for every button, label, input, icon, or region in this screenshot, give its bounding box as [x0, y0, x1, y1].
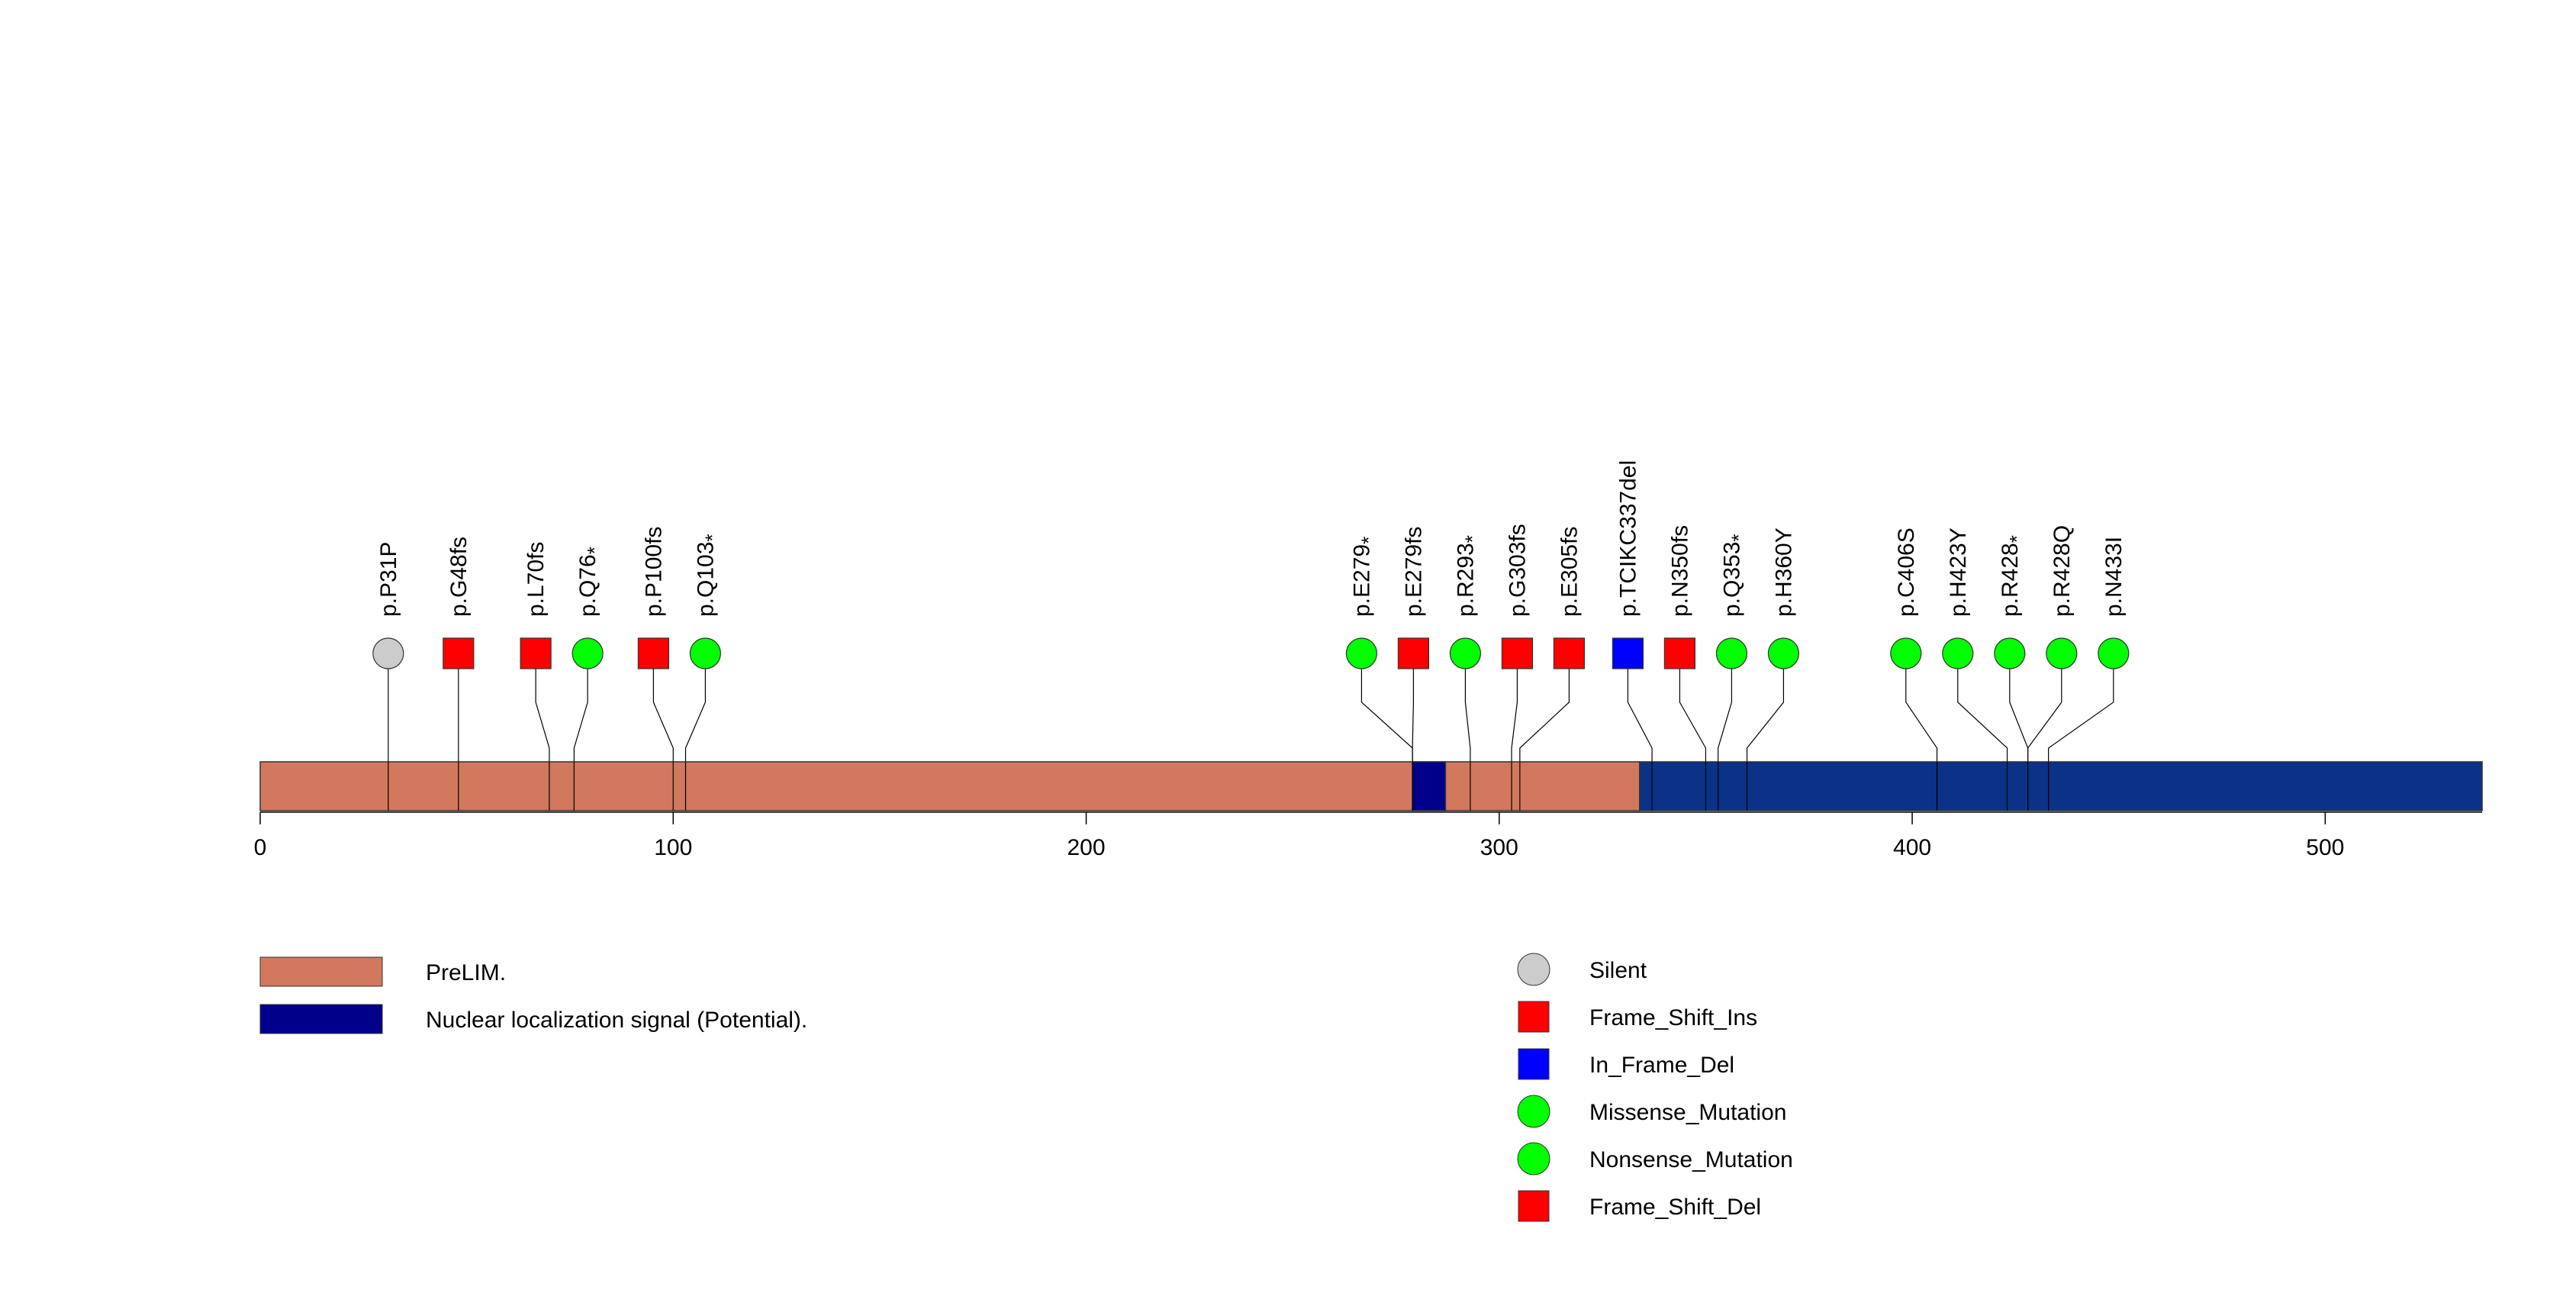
mutation-label: p.L70fs — [523, 542, 549, 617]
domain-legend-label: PreLIM. — [426, 960, 506, 985]
mutation-marker[interactable] — [372, 637, 404, 669]
mutation-labels: p.P31P p.G48fs p.L70fs p.Q76* p.P100fs p.Q103… — [376, 460, 2127, 617]
mutation-markers — [372, 637, 2130, 669]
domain-legend: PreLIM. Nuclear localization signal (Pote… — [259, 956, 807, 1034]
mutation-legend-label: Nonsense_Mutation — [1589, 1147, 1793, 1172]
x-tick-label: 0 — [254, 835, 267, 860]
nonsense-asterisk: * — [1460, 535, 1483, 543]
mutation-marker[interactable] — [1345, 637, 1378, 669]
domain-legend-swatch — [259, 1004, 383, 1034]
mutation-label: p.P100fs — [641, 527, 666, 617]
x-tick-label: 100 — [654, 835, 692, 860]
x-tick-label: 300 — [1480, 835, 1518, 860]
mutation-marker[interactable] — [689, 637, 721, 669]
mutation-label: p.R428Q — [2050, 525, 2075, 617]
domain-bar — [259, 761, 1641, 811]
domain-bar — [1412, 761, 1447, 811]
mutation-legend-label: Frame_Shift_Del — [1589, 1195, 1761, 1220]
mutation-legend-label: In_Frame_Del — [1589, 1053, 1734, 1078]
mutation-marker[interactable] — [1767, 637, 1800, 669]
mutation-marker[interactable] — [520, 637, 552, 669]
mutation-marker[interactable] — [572, 637, 604, 669]
nonsense-asterisk: * — [1357, 537, 1380, 544]
mutation-legend-symbol — [1518, 1001, 1550, 1033]
x-tick-label: 500 — [2306, 835, 2344, 860]
mutation-label: p.E279fs — [1401, 527, 1426, 617]
mutation-marker[interactable] — [637, 637, 669, 669]
mutation-label: p.E305fs — [1557, 527, 1582, 617]
x-tick-label: 200 — [1067, 835, 1105, 860]
mutation-label: p.H423Y — [1946, 527, 1971, 617]
mutation-marker[interactable] — [2046, 637, 2078, 669]
mutation-marker[interactable] — [443, 637, 475, 669]
mutation-legend-symbol — [1517, 953, 1550, 986]
mutation-label: p.R428* — [1998, 535, 2028, 617]
mutation-legend-label: Missense_Mutation — [1589, 1100, 1786, 1125]
mutation-label: p.G303fs — [1505, 524, 1530, 617]
mutation-marker[interactable] — [1449, 637, 1482, 669]
mutation-marker[interactable] — [1715, 637, 1748, 669]
mutation-marker[interactable] — [1994, 637, 2026, 669]
x-axis: 0 100 200 300 400 500 — [254, 811, 2482, 860]
mutation-marker[interactable] — [1553, 637, 1586, 669]
mutation-label: p.Q103* — [693, 534, 723, 617]
mutation-type-legend: Silent Frame_Shift_Ins In_Frame_Del Missens… — [1517, 953, 1793, 1222]
nonsense-asterisk: * — [700, 534, 723, 541]
mutation-label: p.N350fs — [1667, 525, 1692, 617]
mutation-marker[interactable] — [1942, 637, 1974, 669]
x-tick-label: 400 — [1893, 835, 1931, 860]
mutation-label: p.P31P — [376, 542, 401, 617]
mutation-label: p.TCIKC337del — [1615, 460, 1641, 617]
mutation-label: p.N433I — [2101, 537, 2127, 617]
mutation-label: p.G48fs — [446, 537, 472, 617]
mutation-label: p.R293* — [1453, 535, 1483, 617]
mutation-label: p.Q353* — [1719, 534, 1750, 617]
mutation-legend-label: Silent — [1589, 958, 1647, 983]
mutation-marker[interactable] — [1663, 637, 1696, 669]
mutation-label: p.E279* — [1349, 537, 1380, 617]
mutation-label: p.C406S — [1894, 527, 1919, 617]
protein-domains — [259, 761, 2483, 811]
mutation-legend-symbol — [1518, 1190, 1550, 1222]
domain-legend-label: Nuclear localization signal (Potential). — [426, 1008, 807, 1033]
mutation-legend-symbol — [1517, 1142, 1550, 1176]
mutation-legend-symbol — [1517, 1095, 1550, 1128]
nonsense-asterisk: * — [1727, 534, 1750, 541]
mutation-label: p.H360Y — [1771, 527, 1796, 617]
mutation-marker[interactable] — [1501, 637, 1534, 669]
mutation-marker[interactable] — [1397, 637, 1430, 669]
mutation-legend-symbol — [1518, 1048, 1550, 1080]
mutation-marker[interactable] — [2098, 637, 2130, 669]
mutation-marker[interactable] — [1890, 637, 1922, 669]
mutation-marker[interactable] — [1612, 637, 1644, 669]
nonsense-asterisk: * — [583, 547, 606, 554]
mutation-legend-label: Frame_Shift_Ins — [1589, 1005, 1757, 1030]
nonsense-asterisk: * — [2005, 535, 2028, 543]
domain-bar — [1639, 761, 2483, 811]
mutation-label: p.Q76* — [575, 547, 606, 617]
domain-legend-swatch — [259, 956, 383, 987]
